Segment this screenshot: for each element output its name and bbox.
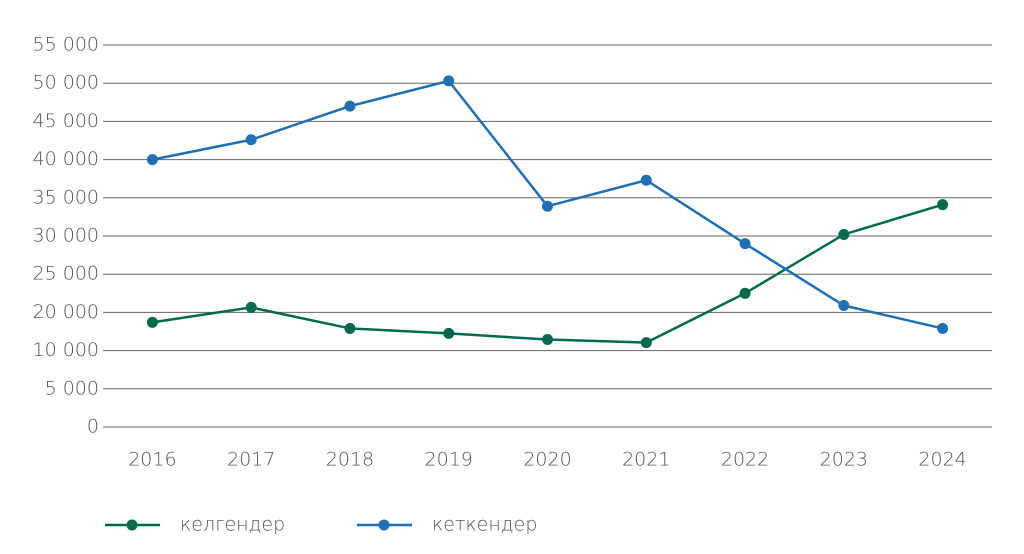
y-tick-label: 55 000 bbox=[33, 34, 99, 56]
legend-label: келгендер bbox=[180, 514, 285, 536]
x-tick-label: 2022 bbox=[721, 449, 769, 471]
point bbox=[542, 334, 553, 346]
x-tick-label: 2016 bbox=[128, 449, 176, 471]
point bbox=[937, 199, 949, 211]
y-tick-label: 40 000 bbox=[33, 148, 99, 170]
point bbox=[640, 174, 652, 186]
x-tick-label: 2023 bbox=[820, 449, 868, 471]
legend-marker bbox=[378, 519, 390, 531]
x-tick-label: 2017 bbox=[227, 449, 275, 471]
point bbox=[838, 228, 850, 240]
y-tick-label: 50 000 bbox=[33, 72, 99, 94]
point bbox=[542, 200, 553, 212]
point bbox=[838, 300, 850, 312]
x-tick-label: 2024 bbox=[918, 449, 966, 471]
y-tick-label: 20 000 bbox=[33, 301, 99, 323]
point bbox=[443, 327, 455, 339]
x-tick-label: 2019 bbox=[425, 449, 473, 471]
point bbox=[937, 322, 949, 334]
y-tick-label: 45 000 bbox=[33, 110, 99, 132]
legend-label: кеткендер bbox=[432, 514, 537, 536]
point bbox=[443, 75, 455, 87]
point bbox=[245, 134, 257, 146]
point bbox=[245, 301, 257, 313]
point bbox=[640, 337, 652, 349]
x-tick-label: 2020 bbox=[523, 449, 571, 471]
x-tick-label: 2018 bbox=[326, 449, 374, 471]
y-tick-label: 35 000 bbox=[33, 186, 99, 208]
point bbox=[344, 100, 356, 112]
y-tick-label: 5 000 bbox=[45, 377, 99, 399]
y-tick-label: 25 000 bbox=[33, 263, 99, 285]
line bbox=[152, 203, 943, 344]
x-tick-label: 2021 bbox=[622, 449, 670, 471]
y-tick-label: 0 bbox=[87, 416, 99, 438]
point bbox=[739, 238, 751, 250]
point bbox=[146, 316, 158, 328]
y-tick-label: 10 000 bbox=[33, 339, 99, 361]
point bbox=[739, 287, 751, 299]
y-tick-label: 30 000 bbox=[33, 225, 99, 247]
point bbox=[344, 322, 356, 334]
legend-marker bbox=[126, 519, 138, 531]
point bbox=[146, 154, 158, 166]
